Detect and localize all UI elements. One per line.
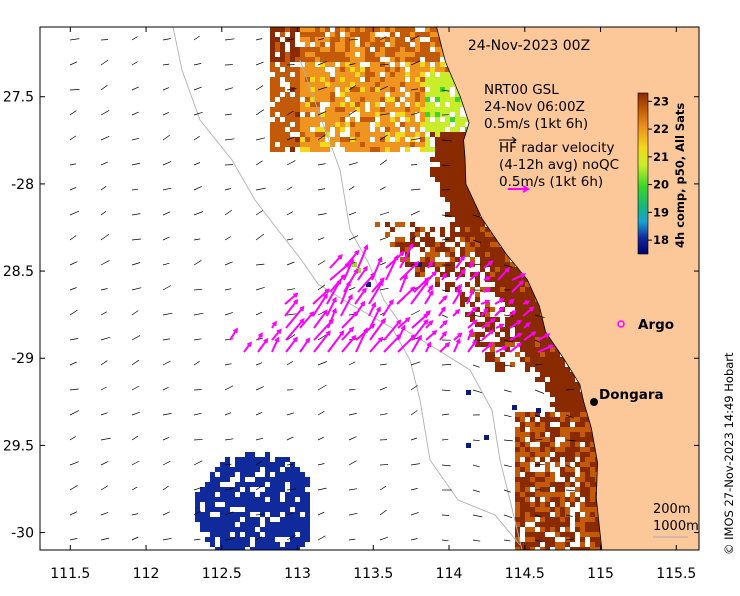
- argo-label: Argo: [638, 317, 674, 333]
- x-tick-label: 115: [587, 566, 614, 582]
- x-tick-label: 113: [284, 566, 311, 582]
- colorbar-tick-label: 20: [653, 178, 669, 192]
- colorbar-tick-label: 19: [653, 205, 669, 219]
- x-tick-label: 113.5: [353, 566, 393, 582]
- colorbar-tick-label: 18: [653, 233, 669, 247]
- y-tick-label: -29: [11, 351, 34, 367]
- dongara-label: Dongara: [599, 387, 664, 403]
- imos-credit: © IMOS 27-Nov-2023 14:49 Hobart: [722, 352, 736, 555]
- wind-legend-title: NRT00 GSL: [484, 82, 559, 98]
- date-title: 24-Nov-2023 00Z: [468, 38, 590, 54]
- map-area: [40, 27, 699, 552]
- y-tick-label: -30: [11, 526, 34, 542]
- colorbar-tick-label: 23: [653, 94, 669, 108]
- x-tick-label: 115.5: [656, 566, 696, 582]
- radar-legend: HF radar velocity (4-12h avg) noQC 0.5m/…: [499, 140, 619, 192]
- x-tick-label: 114.5: [505, 566, 545, 582]
- x-tick-label: 112.5: [202, 566, 242, 582]
- y-tick-label: -28: [11, 177, 34, 193]
- y-tick-label: 27.5: [3, 90, 34, 106]
- x-tick-label: 111.5: [50, 566, 90, 582]
- y-tick-label: 28.5: [3, 264, 34, 280]
- wind-legend-scale: 0.5m/s (1kt 6h): [484, 116, 588, 132]
- radar-legend-line1: HF radar velocity: [499, 140, 614, 156]
- y-tick-label: 29.5: [3, 438, 34, 454]
- colorbar-tick-label: 22: [653, 122, 669, 136]
- colorbar-gradient: [638, 93, 648, 254]
- x-tick-label: 112: [133, 566, 160, 582]
- x-tick-label: 114: [436, 566, 463, 582]
- dongara-town-icon: [590, 398, 598, 406]
- wind-legend-time: 24-Nov 06:00Z: [484, 99, 585, 115]
- colorbar-tick-label: 21: [653, 150, 669, 164]
- contour-1000-label: 1000m: [653, 519, 699, 534]
- radar-legend-line2: (4-12h avg) noQC: [499, 157, 619, 173]
- colorbar-label: 4h comp, p50, All Sats: [673, 103, 687, 248]
- radar-legend-scale: 0.5m/s (1kt 6h): [499, 174, 603, 190]
- contour-200-label: 200m: [653, 502, 690, 517]
